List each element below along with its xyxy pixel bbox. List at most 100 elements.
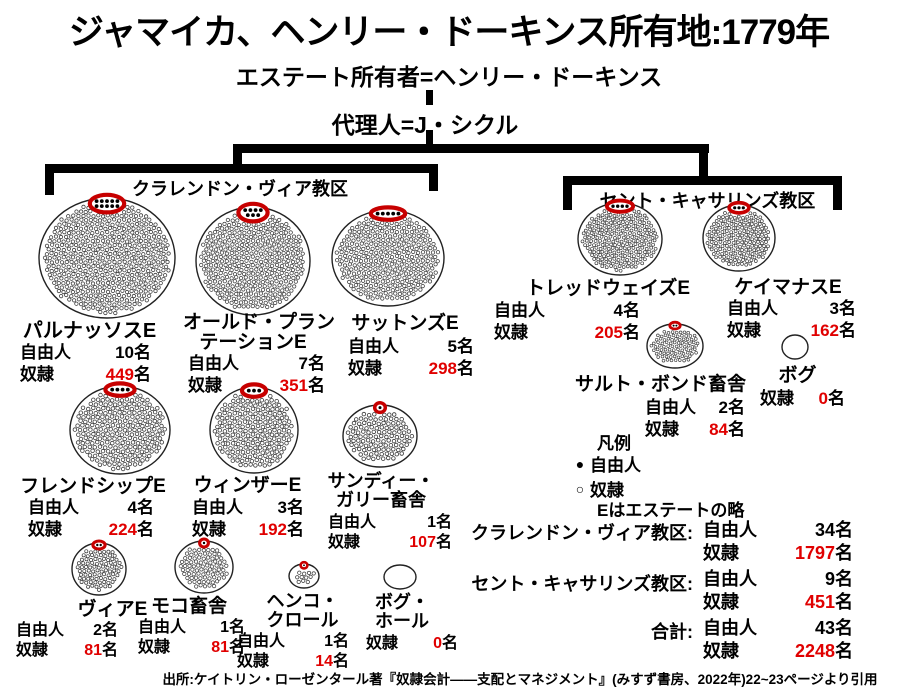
slave-label: 奴隷	[494, 322, 528, 342]
free-person-dot	[375, 211, 380, 216]
estate-circle-windsor	[209, 382, 299, 474]
free-count-row: 自由人 10名	[20, 342, 151, 364]
estate-name-bog-hall: ボグ・ ホール	[375, 592, 429, 631]
estate-stats-parnassus: 自由人 10名奴隷 449名	[20, 342, 151, 386]
free-label: 自由人	[703, 520, 757, 540]
slave-count-row: 奴隷 0名	[760, 388, 845, 410]
free-person-dot	[115, 387, 120, 392]
estate-stats-treadways: 自由人 4名 奴隷 205名	[494, 300, 640, 344]
slave-count-row: 奴隷 449名	[20, 364, 151, 386]
free-person-dot	[625, 204, 629, 208]
free-person-dot	[99, 204, 104, 208]
free-count-row: 自由人 3名	[192, 497, 304, 519]
free-person-dot	[120, 387, 125, 392]
slave-label: 奴隷	[328, 534, 361, 552]
free-person-dot	[115, 199, 120, 203]
slave-count-row: 奴隷 351名	[188, 375, 325, 397]
estate-name-moco: モコ畜舎	[150, 596, 227, 617]
slave-count: 81名	[211, 639, 245, 657]
free-person-dot	[258, 208, 263, 212]
slave-count-row: 奴隷 205名	[494, 322, 640, 344]
slave-count-row: 奴隷 81名	[138, 638, 245, 658]
free-person-dot	[115, 204, 120, 208]
estate-circle-parnassus	[38, 192, 176, 319]
slave-count-row: 奴隷 192名	[192, 519, 304, 541]
free-count-row: 自由人 5名	[348, 336, 474, 358]
free-person-dot	[253, 208, 258, 212]
estate-stats-friendship: 自由人 4名 奴隷 224名	[28, 497, 154, 541]
free-count-row: 自由人 7名	[188, 353, 325, 375]
slave-count-row: 奴隷 81名	[16, 641, 118, 661]
free-count-row: 自由人 34名	[703, 519, 853, 542]
estate-circle-treadways	[577, 198, 663, 276]
slave-count: 449名	[105, 364, 151, 384]
free-person-dot	[96, 543, 99, 547]
slave-count: 298名	[428, 358, 474, 378]
free-count-row: 自由人 4名	[28, 497, 154, 519]
slave-count-row: 奴隷 84名	[645, 419, 745, 441]
free-count: 5名	[447, 337, 474, 356]
free-person-dot	[620, 204, 624, 208]
tree-stub-top	[426, 90, 433, 105]
slave-label: 奴隷	[727, 320, 761, 340]
bracket-left-bar	[45, 164, 438, 173]
free-person-dot	[245, 213, 250, 217]
slave-count: 162名	[810, 320, 856, 340]
free-person-dot	[611, 204, 615, 208]
estate-name-sandy-gully: サンディー・ ガリー畜舎	[327, 471, 435, 510]
free-people-oval	[604, 198, 636, 214]
free-count: 43名	[814, 618, 853, 638]
estate-name-salt-pond-pen: サルト・ボンド畜舎	[574, 374, 746, 395]
free-count: 10名	[115, 343, 151, 362]
legend-note: Eはエステートの略	[597, 501, 745, 520]
tree-stub-mid	[426, 130, 433, 147]
free-person-dot	[94, 204, 99, 208]
slave-count-row: 奴隷 224名	[28, 519, 154, 541]
free-person-dot	[733, 206, 737, 210]
free-count: 2名	[93, 622, 118, 639]
total-label-clarendon: クラレンドン・ヴィア教区:	[471, 523, 693, 543]
bracket-right-bar	[563, 176, 842, 185]
estate-stats-bog: 奴隷 0名	[760, 388, 845, 410]
estate-circle-moco	[174, 537, 234, 594]
estate-name-henko-crawle: ヘンコ・ クロール	[266, 591, 339, 630]
free-count: 1名	[220, 619, 245, 636]
free-label: 自由人	[703, 569, 757, 589]
free-person-dot	[675, 324, 678, 327]
free-count-row: 自由人 1名	[237, 632, 349, 652]
free-person-dot	[386, 211, 390, 216]
total-stats-grand: 自由人 43名 奴隷 2248名	[703, 617, 853, 663]
slave-count-row: 奴隷 107名	[328, 533, 452, 553]
free-label: 自由人	[494, 301, 545, 320]
free-person-dot	[257, 388, 262, 393]
free-person-dot	[105, 204, 109, 208]
free-label: 自由人	[328, 514, 377, 531]
free-count-row: 自由人 1名	[328, 513, 452, 533]
free-label: 自由人	[703, 618, 757, 638]
free-people-oval	[103, 381, 137, 398]
free-label: 自由人	[138, 619, 187, 636]
estate-name-caymanas: ケイマナスE	[734, 277, 842, 298]
bracket-right-tick-l	[563, 176, 572, 210]
free-count: 34名	[814, 520, 853, 540]
free-person-dot	[99, 543, 102, 547]
free-person-dot	[378, 406, 382, 410]
free-person-dot	[616, 204, 620, 208]
slave-count-row: 奴隷 1797名	[703, 542, 853, 565]
slave-count: 192名	[258, 519, 304, 539]
free-person-dot	[110, 199, 115, 203]
free-person-dot	[99, 199, 104, 203]
free-person-dot	[380, 211, 385, 216]
free-person-dot	[202, 541, 206, 545]
free-person-dot	[248, 208, 253, 212]
free-label: 自由人	[20, 343, 71, 362]
free-person-dot	[94, 199, 99, 203]
parish-label-clarendon: クラレンドン・ヴィア教区	[132, 179, 348, 199]
free-person-dot	[391, 211, 396, 216]
slave-count: 1797名	[794, 543, 853, 564]
free-count-row: 自由人 1名	[138, 618, 245, 638]
slave-label: 奴隷	[703, 641, 739, 662]
total-stats-st-catherines: 自由人 9名 奴隷 451名	[703, 568, 853, 614]
estate-stats-henko-crawle: 自由人 1名 奴隷 14名	[237, 632, 349, 673]
free-person-dot	[252, 388, 256, 393]
